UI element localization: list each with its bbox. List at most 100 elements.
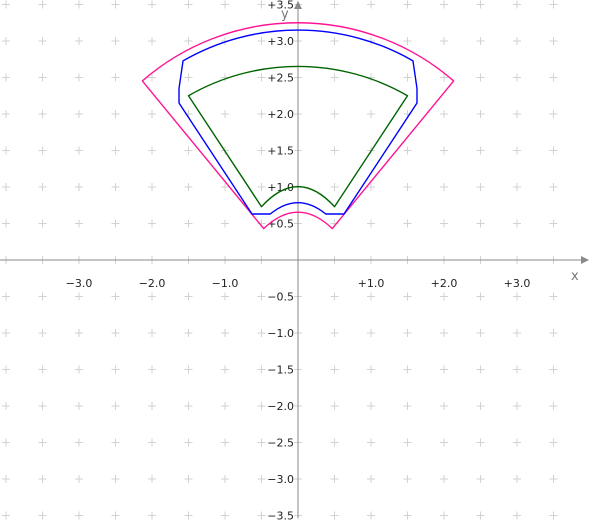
grid-plus-marker [221, 110, 229, 118]
grid-plus-marker [257, 183, 266, 191]
y-tick-label: +2.5 [267, 72, 294, 85]
grid-plus-marker [330, 329, 339, 337]
grid-plus-marker [403, 329, 412, 337]
grid-plus-marker [75, 146, 83, 155]
grid-plus-marker [257, 292, 266, 301]
x-tick-label: −1.0 [212, 277, 239, 290]
grid-plus-marker [440, 511, 448, 520]
grid-plus-marker [549, 329, 558, 337]
grid-plus-marker [111, 475, 120, 483]
grid-plus-marker [549, 402, 558, 410]
grid-plus-marker [257, 365, 266, 374]
grid-plus-marker [257, 0, 266, 9]
grid-plus-marker [184, 365, 193, 374]
grid-plus-marker [513, 0, 521, 9]
grid-plus-marker [476, 110, 485, 118]
grid-plus-marker [549, 0, 558, 9]
grid-plus-marker [38, 329, 47, 337]
y-tick-label: +1.5 [267, 145, 294, 158]
grid-plus-marker [257, 475, 266, 483]
grid-plus-marker [75, 329, 83, 337]
grid-plus-marker [476, 402, 485, 410]
grid-plus-marker [38, 37, 47, 45]
grid-plus-marker [440, 329, 448, 337]
grid-plus-marker [549, 475, 558, 483]
grid-plus-marker [476, 73, 485, 82]
series-line-middle [178, 29, 418, 215]
grid-plus-marker [403, 146, 412, 155]
grid-plus-marker [513, 438, 521, 447]
grid-plus-marker [75, 37, 83, 45]
grid-plus-marker [367, 511, 375, 520]
grid-plus-marker [403, 365, 412, 374]
grid-plus-marker [330, 292, 339, 301]
grid-plus-marker [184, 292, 193, 301]
grid-plus-marker [38, 292, 47, 301]
grid-plus-marker [75, 183, 83, 191]
grid-plus-marker [2, 438, 10, 447]
grid-plus-marker [330, 475, 339, 483]
y-tick-label: −1.0 [267, 327, 294, 340]
grid-plus-marker [476, 511, 485, 520]
grid-plus-marker [38, 511, 47, 520]
grid-plus-marker [476, 329, 485, 337]
grid-plus-marker [148, 0, 156, 9]
grid-plus-marker [148, 365, 156, 374]
grid-plus-marker [330, 365, 339, 374]
grid-plus-marker [38, 183, 47, 191]
series-line-outer [141, 22, 455, 230]
grid-plus-marker [221, 438, 229, 447]
grid-plus-marker [221, 0, 229, 9]
grid-plus-marker [2, 475, 10, 483]
grid-plus-marker [367, 219, 375, 228]
grid-plus-marker [2, 73, 10, 82]
grid-plus-marker [38, 475, 47, 483]
grid-plus-marker [367, 402, 375, 410]
grid-plus-marker [330, 110, 339, 118]
grid-plus-marker [513, 402, 521, 410]
grid-plus-marker [111, 73, 120, 82]
grid-plus-marker [513, 146, 521, 155]
grid-plus-marker [476, 146, 485, 155]
x-tick-label: +2.0 [431, 277, 458, 290]
grid-plus-marker [184, 475, 193, 483]
y-tick-label: −1.5 [267, 364, 294, 377]
grid-plus-marker [148, 110, 156, 118]
series-layer [141, 22, 455, 230]
grid-plus-marker [75, 438, 83, 447]
grid-plus-marker [111, 219, 120, 228]
y-tick-label: −2.5 [267, 437, 294, 450]
grid-plus-marker [330, 37, 339, 45]
grid-plus-marker [257, 110, 266, 118]
grid-plus-marker [257, 146, 266, 155]
grid-plus-marker [440, 37, 448, 45]
grid-plus-marker [38, 73, 47, 82]
grid-plus-marker [184, 402, 193, 410]
tick-labels: −3.0 −2.0 −1.0 +1.0 +2.0 +3.0 +3.5 +3.0 +2.5 +2.0… [66, 0, 531, 520]
grid-plus-marker [2, 0, 10, 9]
grid-plus-marker [75, 73, 83, 82]
grid-plus-marker [75, 475, 83, 483]
grid-plus-marker [257, 402, 266, 410]
grid-plus-marker [476, 37, 485, 45]
grid-plus-marker [440, 183, 448, 191]
grid-plus-marker [221, 219, 229, 228]
grid-plus-marker [440, 0, 448, 9]
grid-plus-marker [549, 183, 558, 191]
y-tick-label: +2.0 [267, 108, 294, 121]
grid-plus-marker [38, 219, 47, 228]
grid-plus-marker [330, 511, 339, 520]
grid-plus-marker [148, 219, 156, 228]
grid-plus-marker [513, 329, 521, 337]
grid-plus-marker [221, 402, 229, 410]
y-tick-label: −0.5 [267, 291, 294, 304]
grid-plus-marker [148, 183, 156, 191]
grid-plus-marker [549, 73, 558, 82]
grid-plus-marker [440, 365, 448, 374]
grid-plus-marker [2, 329, 10, 337]
grid-plus-marker [111, 402, 120, 410]
grid-plus-marker [111, 110, 120, 118]
grid-plus-marker [549, 365, 558, 374]
grid-plus-marker [38, 438, 47, 447]
grid-plus-marker [513, 292, 521, 301]
